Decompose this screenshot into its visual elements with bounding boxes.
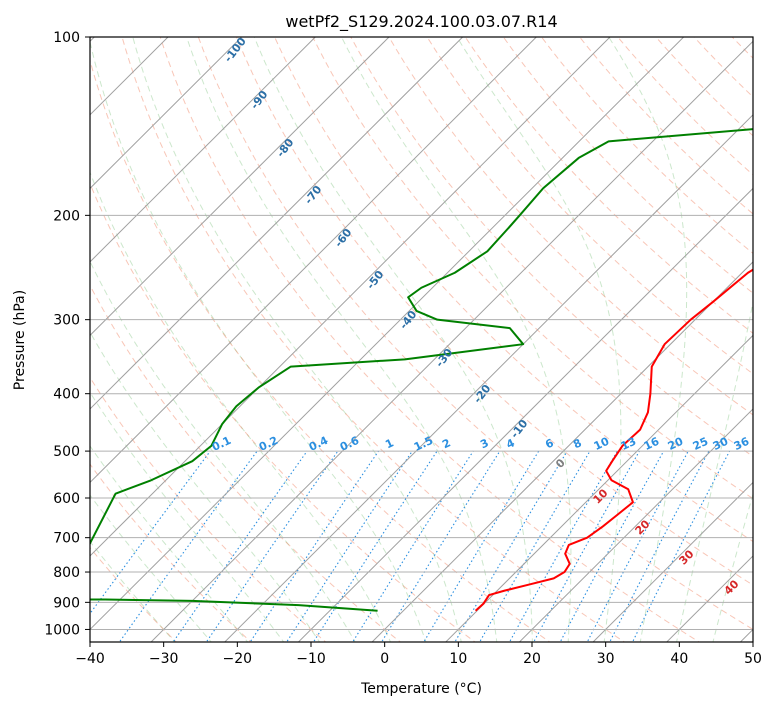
chart-title: wetPf2_S129.2024.100.03.07.R14 <box>285 12 557 32</box>
y-tick-label: 400 <box>53 387 80 403</box>
y-tick-label: 300 <box>53 313 80 329</box>
mixing-ratio-line <box>286 450 413 642</box>
y-tick-label: 900 <box>53 595 80 611</box>
x-tick-label: −40 <box>75 651 105 667</box>
dry-adiabat-line <box>90 284 402 642</box>
mixing-ratio-line <box>118 450 258 642</box>
isotherm-line <box>224 114 753 642</box>
isotherm-line <box>90 37 243 190</box>
y-tick-label: 700 <box>53 531 80 547</box>
isotherm-line <box>150 40 753 642</box>
y-tick-label: 200 <box>53 208 80 224</box>
y-tick-label: 500 <box>53 444 80 460</box>
x-tick-label: 20 <box>523 651 541 667</box>
isotherm-line <box>90 37 317 263</box>
mixing-ratio-line <box>609 450 710 642</box>
y-axis-label: Pressure (hPa) <box>12 290 28 390</box>
y-tick-label: 800 <box>53 565 80 581</box>
x-tick-label: 10 <box>449 651 467 667</box>
mixing-ratio-line <box>312 450 438 642</box>
mixing-ratio-line <box>559 450 665 642</box>
isotherm-line <box>297 187 753 642</box>
isotherm-line <box>90 37 538 484</box>
dry-adiabat-line <box>502 37 753 294</box>
mixing-ratio-line <box>249 450 379 642</box>
isotherm-line <box>518 408 753 642</box>
dry-adiabat-line <box>90 182 476 642</box>
mixing-ratio-label: 36 <box>732 435 752 453</box>
mixing-ratio-line <box>172 450 308 642</box>
x-tick-label: 0 <box>380 651 389 667</box>
x-tick-label: 30 <box>597 651 615 667</box>
x-tick-label: −30 <box>149 651 179 667</box>
mixing-ratio-line <box>586 450 689 642</box>
mixing-ratio-label: 16 <box>642 435 662 453</box>
temperature-profile-line <box>474 268 753 612</box>
mixing-ratio-label: 10 <box>592 435 612 453</box>
mixing-ratio-label: 30 <box>711 435 731 453</box>
isotherm-line <box>90 37 390 337</box>
x-tick-label: 50 <box>744 651 762 667</box>
x-tick-label: 40 <box>670 651 688 667</box>
x-tick-label: −10 <box>296 651 326 667</box>
mixing-ratio-label: 13 <box>619 435 638 453</box>
x-axis-label: Temperature (°C) <box>360 681 482 697</box>
isotherm-line <box>592 481 753 642</box>
plot-frame <box>89 36 754 643</box>
mixing-ratio-line <box>380 450 501 642</box>
mixing-ratio-line <box>454 450 568 642</box>
y-tick-label: 1000 <box>44 622 80 638</box>
isotherm-line <box>90 37 685 631</box>
isotherm-line <box>90 37 464 410</box>
isotherm-line <box>90 37 611 557</box>
x-tick-label: −20 <box>223 651 253 667</box>
mixing-ratio-line <box>479 450 591 642</box>
mixing-ratio-label: 20 <box>666 435 686 453</box>
y-tick-label: 100 <box>53 30 80 46</box>
isotherm-line <box>371 261 753 642</box>
isotherm-line <box>445 334 753 642</box>
mixing-ratio-line <box>205 450 339 642</box>
dewpoint-profile-line <box>90 128 753 612</box>
mixing-ratio-label: 25 <box>691 435 710 453</box>
y-tick-label: 600 <box>53 491 80 507</box>
moist-adiabat-line <box>90 260 356 642</box>
mixing-ratio-line <box>90 450 211 615</box>
